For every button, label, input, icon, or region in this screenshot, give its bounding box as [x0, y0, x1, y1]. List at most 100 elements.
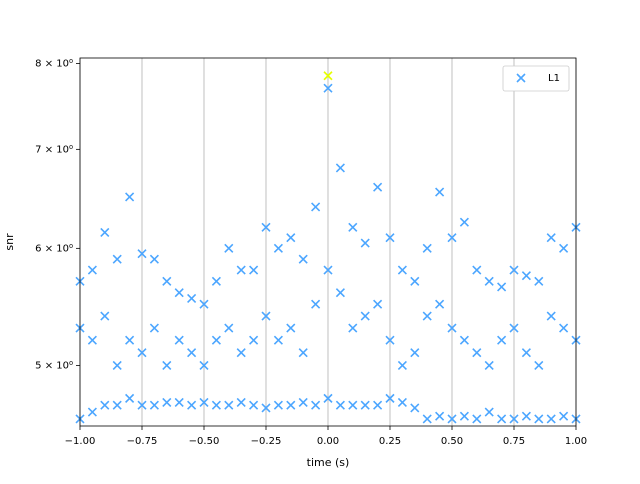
marker: [360, 400, 370, 410]
marker: [521, 271, 531, 281]
marker: [199, 299, 209, 309]
marker: [112, 360, 122, 370]
marker: [335, 400, 345, 410]
x-tick-label: 0.50: [441, 436, 463, 447]
marker: [162, 397, 172, 408]
marker: [472, 414, 482, 424]
y-tick-label: 5 × 10⁰: [35, 360, 73, 371]
marker: [447, 414, 457, 424]
marker: [211, 276, 221, 286]
y-axis-label: snr: [3, 233, 16, 251]
x-tick-label: −1.00: [65, 436, 96, 447]
marker: [125, 393, 135, 403]
marker: [459, 217, 469, 227]
x-tick-label: 0.75: [503, 436, 525, 447]
legend-marker: [516, 73, 526, 83]
marker: [335, 163, 345, 173]
marker: [360, 238, 370, 248]
marker: [236, 265, 246, 275]
marker: [100, 227, 110, 238]
x-axis-label: time (s): [307, 456, 350, 469]
marker: [348, 222, 358, 232]
marker: [472, 265, 482, 275]
marker: [546, 414, 556, 424]
marker: [459, 335, 469, 345]
marker: [459, 411, 469, 421]
marker: [435, 299, 445, 309]
marker: [410, 348, 420, 358]
y-tick-label: 7 × 10⁰: [35, 144, 73, 155]
legend-box: [502, 65, 570, 92]
marker: [422, 414, 432, 424]
marker: [534, 414, 544, 424]
marker: [224, 400, 234, 410]
marker: [224, 243, 234, 253]
marker: [100, 311, 110, 321]
y-tick-label: 6 × 10⁰: [35, 243, 73, 254]
marker: [559, 323, 569, 333]
marker: [497, 335, 507, 345]
marker: [509, 265, 519, 275]
marker: [273, 243, 283, 253]
marker: [298, 348, 308, 358]
marker: [137, 400, 147, 410]
marker: [174, 397, 184, 408]
y-tick-label: 8 × 10⁰: [35, 59, 73, 70]
marker: [174, 335, 184, 345]
marker: [422, 243, 432, 253]
marker: [211, 335, 221, 345]
marker: [261, 222, 271, 232]
marker: [497, 282, 507, 292]
marker: [298, 254, 308, 264]
x-tick-label: 1.00: [565, 436, 587, 447]
marker: [149, 254, 159, 264]
marker: [410, 403, 420, 413]
marker: [534, 360, 544, 370]
marker: [397, 397, 407, 408]
marker: [373, 182, 383, 192]
marker: [360, 311, 370, 321]
marker: [385, 393, 395, 403]
marker: [125, 192, 135, 202]
marker: [323, 71, 333, 81]
marker: [410, 276, 420, 286]
marker: [484, 276, 494, 286]
marker: [435, 187, 445, 197]
legend: L1: [502, 65, 570, 92]
marker: [187, 400, 197, 410]
marker: [422, 311, 432, 321]
marker: [162, 360, 172, 370]
marker: [162, 276, 172, 286]
marker: [137, 348, 147, 358]
marker: [261, 311, 271, 321]
marker: [187, 293, 197, 303]
marker: [273, 400, 283, 410]
marker: [385, 233, 395, 243]
marker: [199, 360, 209, 370]
marker: [261, 403, 271, 413]
marker: [311, 299, 321, 309]
marker: [447, 323, 457, 333]
marker: [348, 323, 358, 333]
marker: [112, 254, 122, 264]
marker: [521, 411, 531, 421]
marker: [484, 407, 494, 417]
marker: [87, 335, 97, 345]
marker: [125, 335, 135, 345]
marker: [546, 311, 556, 321]
marker: [87, 407, 97, 417]
marker: [385, 335, 395, 345]
x-tick-label: −0.50: [189, 436, 220, 447]
marker: [174, 288, 184, 298]
marker: [497, 414, 507, 424]
marker: [199, 397, 209, 408]
marker: [187, 348, 197, 358]
marker: [100, 400, 110, 410]
marker: [112, 400, 122, 410]
marker: [509, 323, 519, 333]
marker: [137, 249, 147, 259]
marker: [509, 414, 519, 424]
marker: [149, 323, 159, 333]
marker: [211, 400, 221, 410]
